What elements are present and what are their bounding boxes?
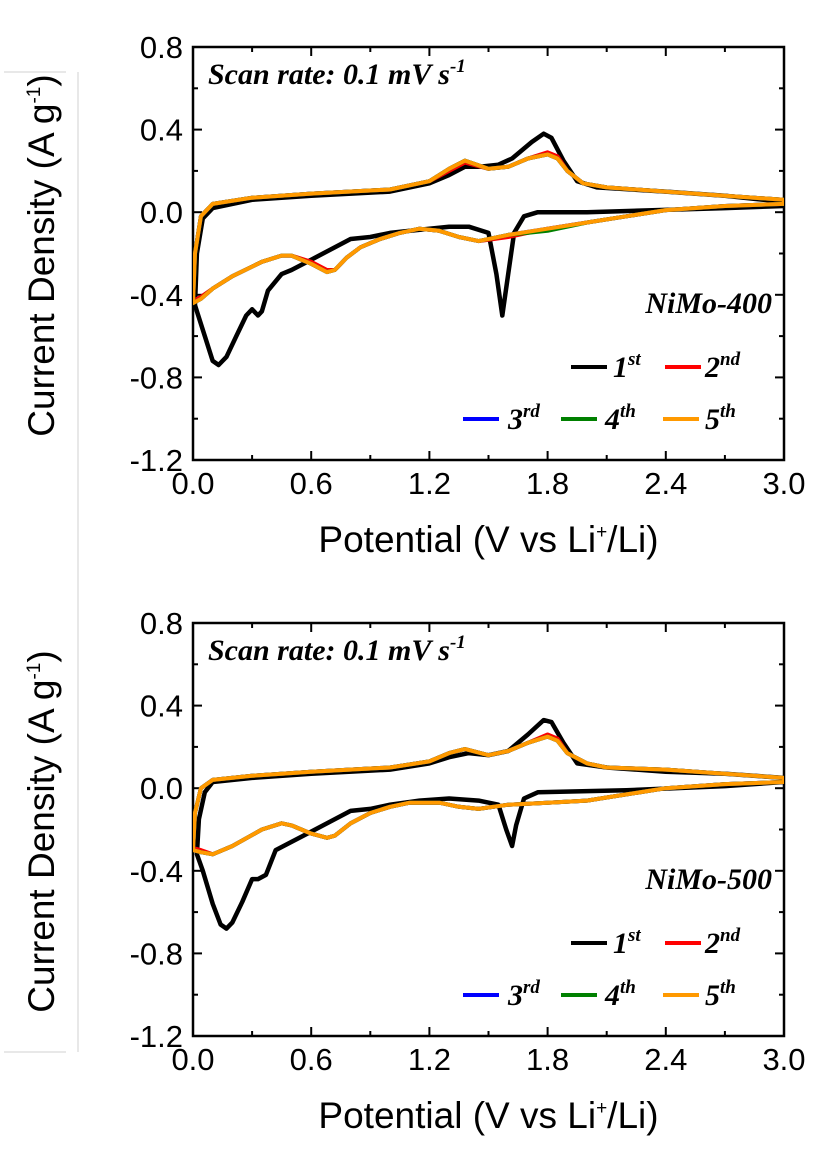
- cv-panel-1: 0.0 0.6 1.2 1.8 2.4 3.0 0.8 0.4 0.0 -0.4 -0.8 -1.2 P…: [21, 30, 806, 560]
- x-tick-label: 0.6: [290, 466, 333, 501]
- scan-rate-sup: -1: [450, 632, 466, 653]
- legend-number: 4: [604, 979, 620, 1012]
- scan-rate-sup: -1: [450, 56, 466, 77]
- y-tick-label: 0.8: [140, 30, 183, 65]
- legend-number: 5: [705, 979, 720, 1012]
- legend-entry: 2nd: [704, 349, 741, 384]
- y-tick-label: -0.8: [130, 360, 183, 395]
- x-tick-label: 1.8: [526, 466, 569, 501]
- cv-curve-3rd: [193, 152, 784, 306]
- y-axis-label-tail: ): [21, 74, 62, 86]
- legend-suffix: nd: [720, 349, 741, 370]
- curves-group: [193, 717, 784, 931]
- y-axis-label-sup: -1: [24, 87, 45, 104]
- y-tick-label: 0.0: [140, 195, 183, 230]
- legend-entry: 3rd: [507, 977, 540, 1012]
- legend-entry: 2nd: [704, 925, 741, 960]
- legend-number: 5: [705, 403, 720, 436]
- legend-suffix: nd: [720, 925, 741, 946]
- x-tick-label: 3.0: [762, 466, 805, 501]
- legend-suffix: th: [620, 401, 636, 422]
- curves-group: [193, 131, 784, 368]
- cv-curve-1st: [193, 131, 784, 368]
- x-axis-label-tail: /Li): [607, 1095, 658, 1136]
- x-tick-label: 1.2: [408, 466, 451, 501]
- legend-suffix: th: [720, 401, 736, 422]
- y-tick-label: -0.4: [130, 278, 183, 313]
- legend-entry: 4th: [604, 977, 636, 1012]
- x-tick-label: 2.4: [644, 466, 687, 501]
- legend-number: 1: [613, 927, 628, 960]
- scan-rate-annotation: Scan rate: 0.1 mV s-1: [208, 632, 466, 667]
- x-tick-label: 0.0: [171, 466, 214, 501]
- scan-rate-text: Scan rate: 0.1 mV s: [208, 634, 450, 667]
- legend-suffix: th: [620, 977, 636, 998]
- x-tick-label: 2.4: [644, 1042, 687, 1077]
- legend-entry: 5th: [705, 401, 736, 436]
- cv-curve-4th: [193, 152, 784, 306]
- x-tick-label: 0.0: [171, 1042, 214, 1077]
- legend-entry: 4th: [604, 401, 636, 436]
- sample-label: NiMo-400: [644, 287, 772, 320]
- legend-number: 3: [507, 979, 523, 1012]
- legend-number: 4: [604, 403, 620, 436]
- legend-suffix: st: [627, 925, 641, 946]
- legend-entry: 1st: [613, 925, 641, 960]
- x-axis-label-sup: +: [596, 1098, 607, 1119]
- y-tick-label: -1.2: [130, 443, 183, 478]
- cv-curve-5th: [193, 734, 784, 857]
- sample-label: NiMo-500: [644, 863, 772, 896]
- x-axis-label-sup: +: [596, 522, 607, 543]
- plot-frame: [191, 621, 786, 1038]
- x-axis-label: Potential (V vs Li+/Li): [318, 1095, 658, 1136]
- legend-number: 1: [613, 351, 628, 384]
- plot-frame: [191, 45, 786, 462]
- y-axis-label: Current Density (A g-1): [21, 650, 62, 1012]
- legend-entry: 3rd: [507, 401, 540, 436]
- x-axis-label-main: Potential (V vs Li: [318, 1095, 596, 1136]
- legend-entry: 1st: [613, 349, 641, 384]
- legend-entry: 5th: [705, 977, 736, 1012]
- scan-rate-annotation: Scan rate: 0.1 mV s-1: [208, 56, 466, 91]
- y-tick-label: -0.4: [130, 854, 183, 889]
- y-tick-label: 0.4: [140, 689, 183, 724]
- x-axis-label: Potential (V vs Li+/Li): [318, 519, 658, 560]
- y-tick-label: 0.4: [140, 113, 183, 148]
- x-axis-label-main: Potential (V vs Li: [318, 519, 596, 560]
- cv-curve-2nd: [193, 732, 784, 857]
- legend-suffix: th: [720, 977, 736, 998]
- cv-curve-1st: [194, 717, 784, 931]
- x-axis-label-tail: /Li): [607, 519, 658, 560]
- scan-rate-text: Scan rate: 0.1 mV s: [208, 58, 450, 91]
- y-tick-label: 0.0: [140, 771, 183, 806]
- y-tick-label: -1.2: [130, 1019, 183, 1054]
- cv-panel-2: 0.0 0.6 1.2 1.8 2.4 3.0 0.8 0.4 0.0 -0.4 -0.8 -1.2 P…: [21, 606, 806, 1136]
- y-tick-label: 0.8: [140, 606, 183, 641]
- cv-curve-5th: [193, 152, 784, 306]
- y-axis-label-main: Current Density (A g: [21, 104, 62, 437]
- y-axis-label-main: Current Density (A g: [21, 680, 62, 1013]
- y-axis-label: Current Density (A g-1): [21, 74, 62, 436]
- cv-curve-2nd: [193, 150, 784, 303]
- legend-suffix: st: [627, 349, 641, 370]
- legend-number: 3: [507, 403, 523, 436]
- legend-number: 2: [704, 351, 720, 384]
- x-tick-label: 3.0: [762, 1042, 805, 1077]
- legend-number: 2: [704, 927, 720, 960]
- y-axis-label-tail: ): [21, 650, 62, 662]
- y-axis-label-sup: -1: [24, 663, 45, 680]
- legend-suffix: rd: [523, 401, 540, 422]
- x-tick-label: 1.2: [408, 1042, 451, 1077]
- y-tick-label: -0.8: [130, 936, 183, 971]
- x-tick-label: 0.6: [290, 1042, 333, 1077]
- legend-suffix: rd: [523, 977, 540, 998]
- x-tick-label: 1.8: [526, 1042, 569, 1077]
